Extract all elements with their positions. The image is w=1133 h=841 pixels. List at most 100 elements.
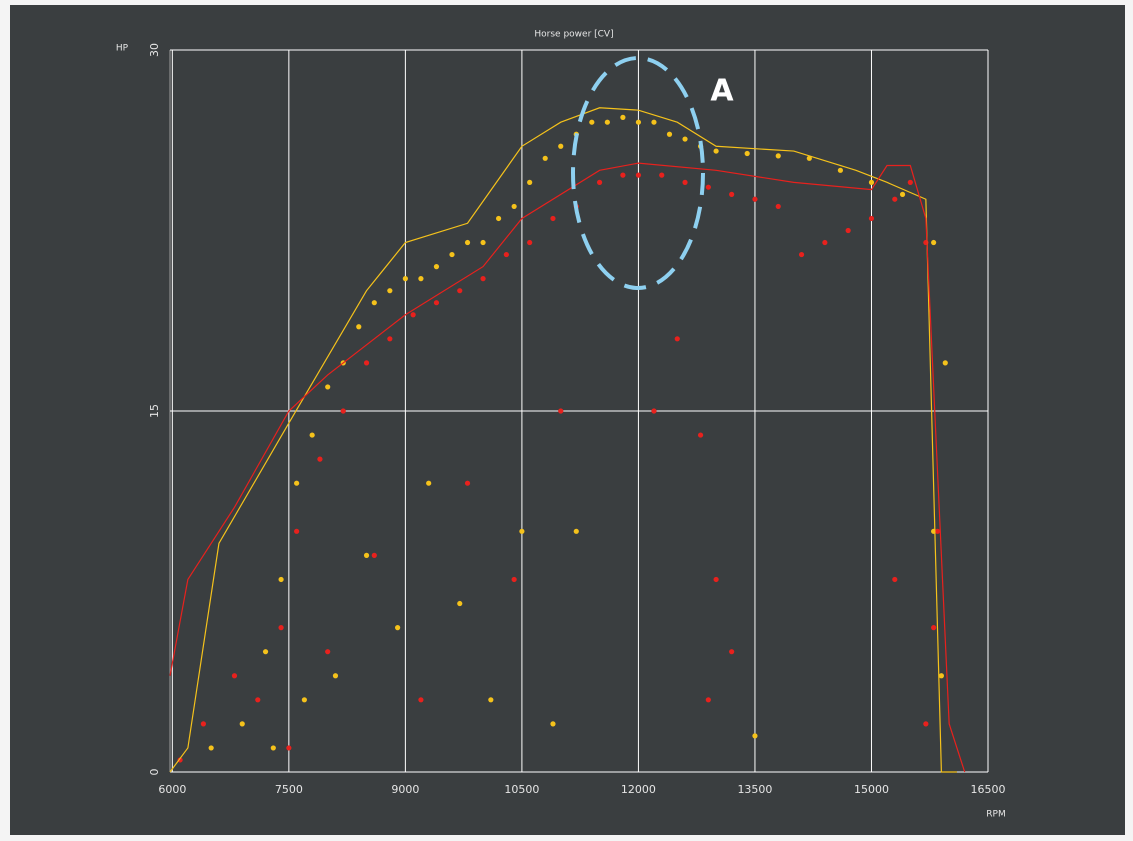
data-point — [278, 576, 284, 583]
data-point — [286, 745, 292, 751]
data-point — [278, 625, 284, 631]
data-point — [635, 119, 642, 125]
data-point — [589, 119, 595, 125]
x-tick-label: 12000 — [621, 783, 656, 796]
envelope-line — [169, 107, 957, 773]
data-point — [495, 215, 502, 222]
highlight-ellipse — [571, 56, 705, 290]
data-point — [651, 119, 657, 125]
data-point — [208, 745, 214, 751]
data-point — [892, 196, 898, 202]
data-point — [682, 179, 688, 185]
data-point — [798, 251, 805, 258]
data-point — [713, 148, 719, 154]
data-point — [596, 179, 603, 185]
data-point — [418, 697, 424, 703]
data-point — [942, 360, 948, 366]
data-point — [511, 576, 517, 583]
data-point — [262, 649, 269, 655]
data-point — [923, 721, 929, 727]
data-point — [325, 384, 331, 390]
data-point — [931, 239, 937, 246]
x-tick-label: 13500 — [737, 783, 772, 796]
data-point — [907, 179, 913, 185]
data-point — [200, 721, 207, 727]
data-point — [542, 155, 548, 161]
data-point — [410, 312, 416, 318]
data-point — [550, 215, 556, 222]
data-point — [934, 528, 941, 534]
data-point — [705, 184, 711, 190]
data-point — [301, 697, 307, 703]
data-point — [511, 203, 517, 210]
data-point — [464, 480, 471, 486]
data-point — [620, 172, 626, 178]
panel — [10, 5, 1125, 835]
y-axis-label: HP — [116, 44, 129, 54]
x-tick-label: 6000 — [158, 783, 186, 796]
x-tick-label: 7500 — [275, 783, 303, 796]
data-point — [674, 336, 680, 342]
data-point — [488, 697, 494, 703]
data-point — [433, 300, 440, 306]
data-point — [558, 408, 564, 414]
plot: 6000 7500 9000 10500 12000 13500 15000 16500 0 15… — [148, 43, 1006, 796]
envelope-line — [169, 162, 966, 773]
data-point — [931, 625, 937, 631]
data-point — [402, 276, 408, 282]
data-point — [426, 480, 432, 486]
data-point — [775, 203, 781, 210]
data-point — [449, 251, 455, 258]
data-point — [503, 251, 509, 258]
data-point — [239, 721, 245, 727]
data-point — [558, 143, 564, 149]
data-point — [387, 288, 393, 294]
data-point — [822, 239, 828, 246]
data-point — [775, 153, 781, 159]
data-point — [729, 649, 735, 655]
data-point — [651, 408, 657, 414]
x-tick-label: 15000 — [854, 783, 889, 796]
data-point — [729, 191, 735, 197]
data-point — [332, 673, 339, 679]
y-tick-label: 30 — [148, 43, 161, 57]
data-point — [845, 227, 851, 234]
annotation: A — [710, 74, 734, 109]
data-point — [868, 179, 875, 185]
data-point — [317, 456, 323, 462]
data-point — [527, 239, 533, 246]
data-point — [752, 196, 758, 202]
data-point — [573, 528, 579, 534]
chart-title: Horse power [CV] — [534, 30, 613, 40]
data-point — [519, 528, 525, 534]
data-point — [395, 625, 401, 631]
data-point — [340, 408, 346, 414]
data-point — [480, 276, 486, 282]
x-tick-label: 10500 — [504, 783, 539, 796]
data-point — [744, 150, 750, 157]
x-axis-label: RPM — [986, 810, 1005, 820]
data-point — [806, 155, 812, 161]
data-point — [177, 757, 183, 763]
data-point — [309, 432, 315, 438]
data-point — [363, 552, 370, 559]
data-point — [938, 673, 944, 679]
data-point — [294, 528, 300, 534]
y-tick-label: 0 — [148, 769, 161, 776]
data-point — [892, 576, 898, 583]
data-point — [666, 131, 673, 137]
y-tick-label: 15 — [148, 404, 161, 418]
data-point — [294, 480, 300, 486]
data-point — [837, 167, 844, 173]
data-point — [635, 172, 642, 178]
data-point — [255, 697, 261, 703]
data-point — [457, 288, 463, 294]
data-point — [752, 733, 758, 739]
data-point — [620, 114, 626, 120]
data-point — [480, 239, 486, 246]
data-point — [363, 360, 370, 366]
data-point — [659, 172, 665, 178]
data-point — [868, 215, 875, 222]
data-point — [682, 136, 688, 142]
